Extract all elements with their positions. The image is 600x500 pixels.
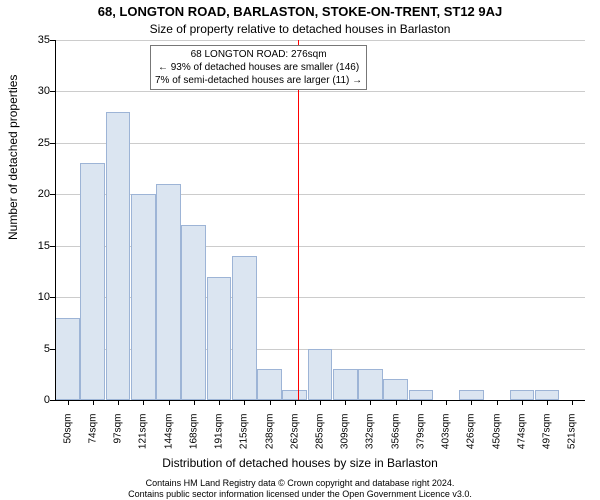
histogram-bar (55, 318, 80, 400)
x-tick-label: 332sqm (365, 414, 376, 454)
x-tick-mark (471, 400, 472, 405)
histogram-bar (308, 349, 333, 400)
y-tick-mark (50, 400, 55, 401)
gridline (55, 143, 585, 144)
x-tick-label: 285sqm (315, 414, 326, 454)
annotation-box: 68 LONGTON ROAD: 276sqm← 93% of detached… (150, 45, 367, 90)
x-tick-label: 403sqm (441, 414, 452, 454)
histogram-bar (510, 390, 535, 400)
histogram-bar (131, 194, 156, 400)
histogram-bar (257, 369, 282, 400)
y-tick-mark (50, 143, 55, 144)
marker-line (298, 40, 299, 400)
x-tick-mark (93, 400, 94, 405)
annotation-line: ← 93% of detached houses are smaller (14… (155, 61, 362, 74)
histogram-bar (80, 163, 105, 400)
x-tick-mark (522, 400, 523, 405)
x-tick-mark (68, 400, 69, 405)
y-axis (55, 40, 56, 400)
x-tick-mark (270, 400, 271, 405)
histogram-bar (282, 390, 307, 400)
x-tick-mark (169, 400, 170, 405)
attribution: Contains HM Land Registry data © Crown c… (0, 478, 600, 500)
x-tick-label: 144sqm (163, 414, 174, 454)
x-tick-mark (421, 400, 422, 405)
y-tick-mark (50, 349, 55, 350)
x-tick-mark (118, 400, 119, 405)
histogram-bar (383, 379, 408, 400)
y-tick-mark (50, 194, 55, 195)
y-tick-label: 0 (10, 394, 50, 406)
histogram-bar (459, 390, 484, 400)
histogram-bar (181, 225, 206, 400)
x-tick-label: 450sqm (491, 414, 502, 454)
histogram-bar (207, 277, 232, 400)
x-tick-mark (345, 400, 346, 405)
x-tick-label: 521sqm (567, 414, 578, 454)
x-axis-label: Distribution of detached houses by size … (0, 456, 600, 470)
x-tick-mark (370, 400, 371, 405)
x-tick-mark (143, 400, 144, 405)
histogram-bar (358, 369, 383, 400)
y-tick-label: 15 (10, 240, 50, 252)
x-tick-label: 74sqm (87, 414, 98, 454)
chart-title: 68, LONGTON ROAD, BARLASTON, STOKE-ON-TR… (0, 4, 600, 19)
plot-area: 68 LONGTON ROAD: 276sqm← 93% of detached… (55, 40, 585, 400)
y-tick-label: 20 (10, 188, 50, 200)
y-axis-label: Number of detached properties (6, 75, 20, 240)
x-tick-label: 215sqm (239, 414, 250, 454)
histogram-bar (106, 112, 131, 400)
annotation-line: 7% of semi-detached houses are larger (1… (155, 74, 362, 87)
y-tick-mark (50, 91, 55, 92)
x-tick-mark (572, 400, 573, 405)
x-tick-label: 50sqm (62, 414, 73, 454)
y-tick-label: 25 (10, 137, 50, 149)
histogram-bar (232, 256, 257, 400)
attribution-line1: Contains HM Land Registry data © Crown c… (146, 478, 455, 488)
histogram-bar (333, 369, 358, 400)
histogram-bar (409, 390, 434, 400)
gridline (55, 40, 585, 41)
y-tick-mark (50, 40, 55, 41)
histogram-bar (156, 184, 181, 400)
x-tick-mark (295, 400, 296, 405)
x-tick-mark (396, 400, 397, 405)
x-tick-label: 356sqm (390, 414, 401, 454)
x-tick-label: 426sqm (466, 414, 477, 454)
x-tick-mark (219, 400, 220, 405)
x-tick-mark (244, 400, 245, 405)
attribution-line2: Contains public sector information licen… (128, 489, 472, 499)
x-tick-label: 121sqm (138, 414, 149, 454)
x-tick-label: 168sqm (188, 414, 199, 454)
chart-container: { "title": "68, LONGTON ROAD, BARLASTON,… (0, 0, 600, 500)
gridline (55, 91, 585, 92)
histogram-bar (535, 390, 560, 400)
x-tick-label: 238sqm (264, 414, 275, 454)
x-tick-label: 262sqm (289, 414, 300, 454)
x-tick-label: 497sqm (542, 414, 553, 454)
x-tick-label: 474sqm (516, 414, 527, 454)
annotation-line: 68 LONGTON ROAD: 276sqm (155, 48, 362, 61)
x-tick-mark (320, 400, 321, 405)
x-tick-label: 379sqm (415, 414, 426, 454)
y-tick-label: 35 (10, 34, 50, 46)
x-tick-mark (497, 400, 498, 405)
x-tick-label: 97sqm (113, 414, 124, 454)
y-tick-label: 5 (10, 343, 50, 355)
y-tick-mark (50, 297, 55, 298)
y-tick-label: 10 (10, 291, 50, 303)
x-tick-mark (194, 400, 195, 405)
y-tick-label: 30 (10, 85, 50, 97)
y-tick-mark (50, 246, 55, 247)
x-tick-mark (547, 400, 548, 405)
chart-subtitle: Size of property relative to detached ho… (0, 22, 600, 36)
x-tick-label: 191sqm (214, 414, 225, 454)
x-tick-mark (446, 400, 447, 405)
x-tick-label: 309sqm (340, 414, 351, 454)
